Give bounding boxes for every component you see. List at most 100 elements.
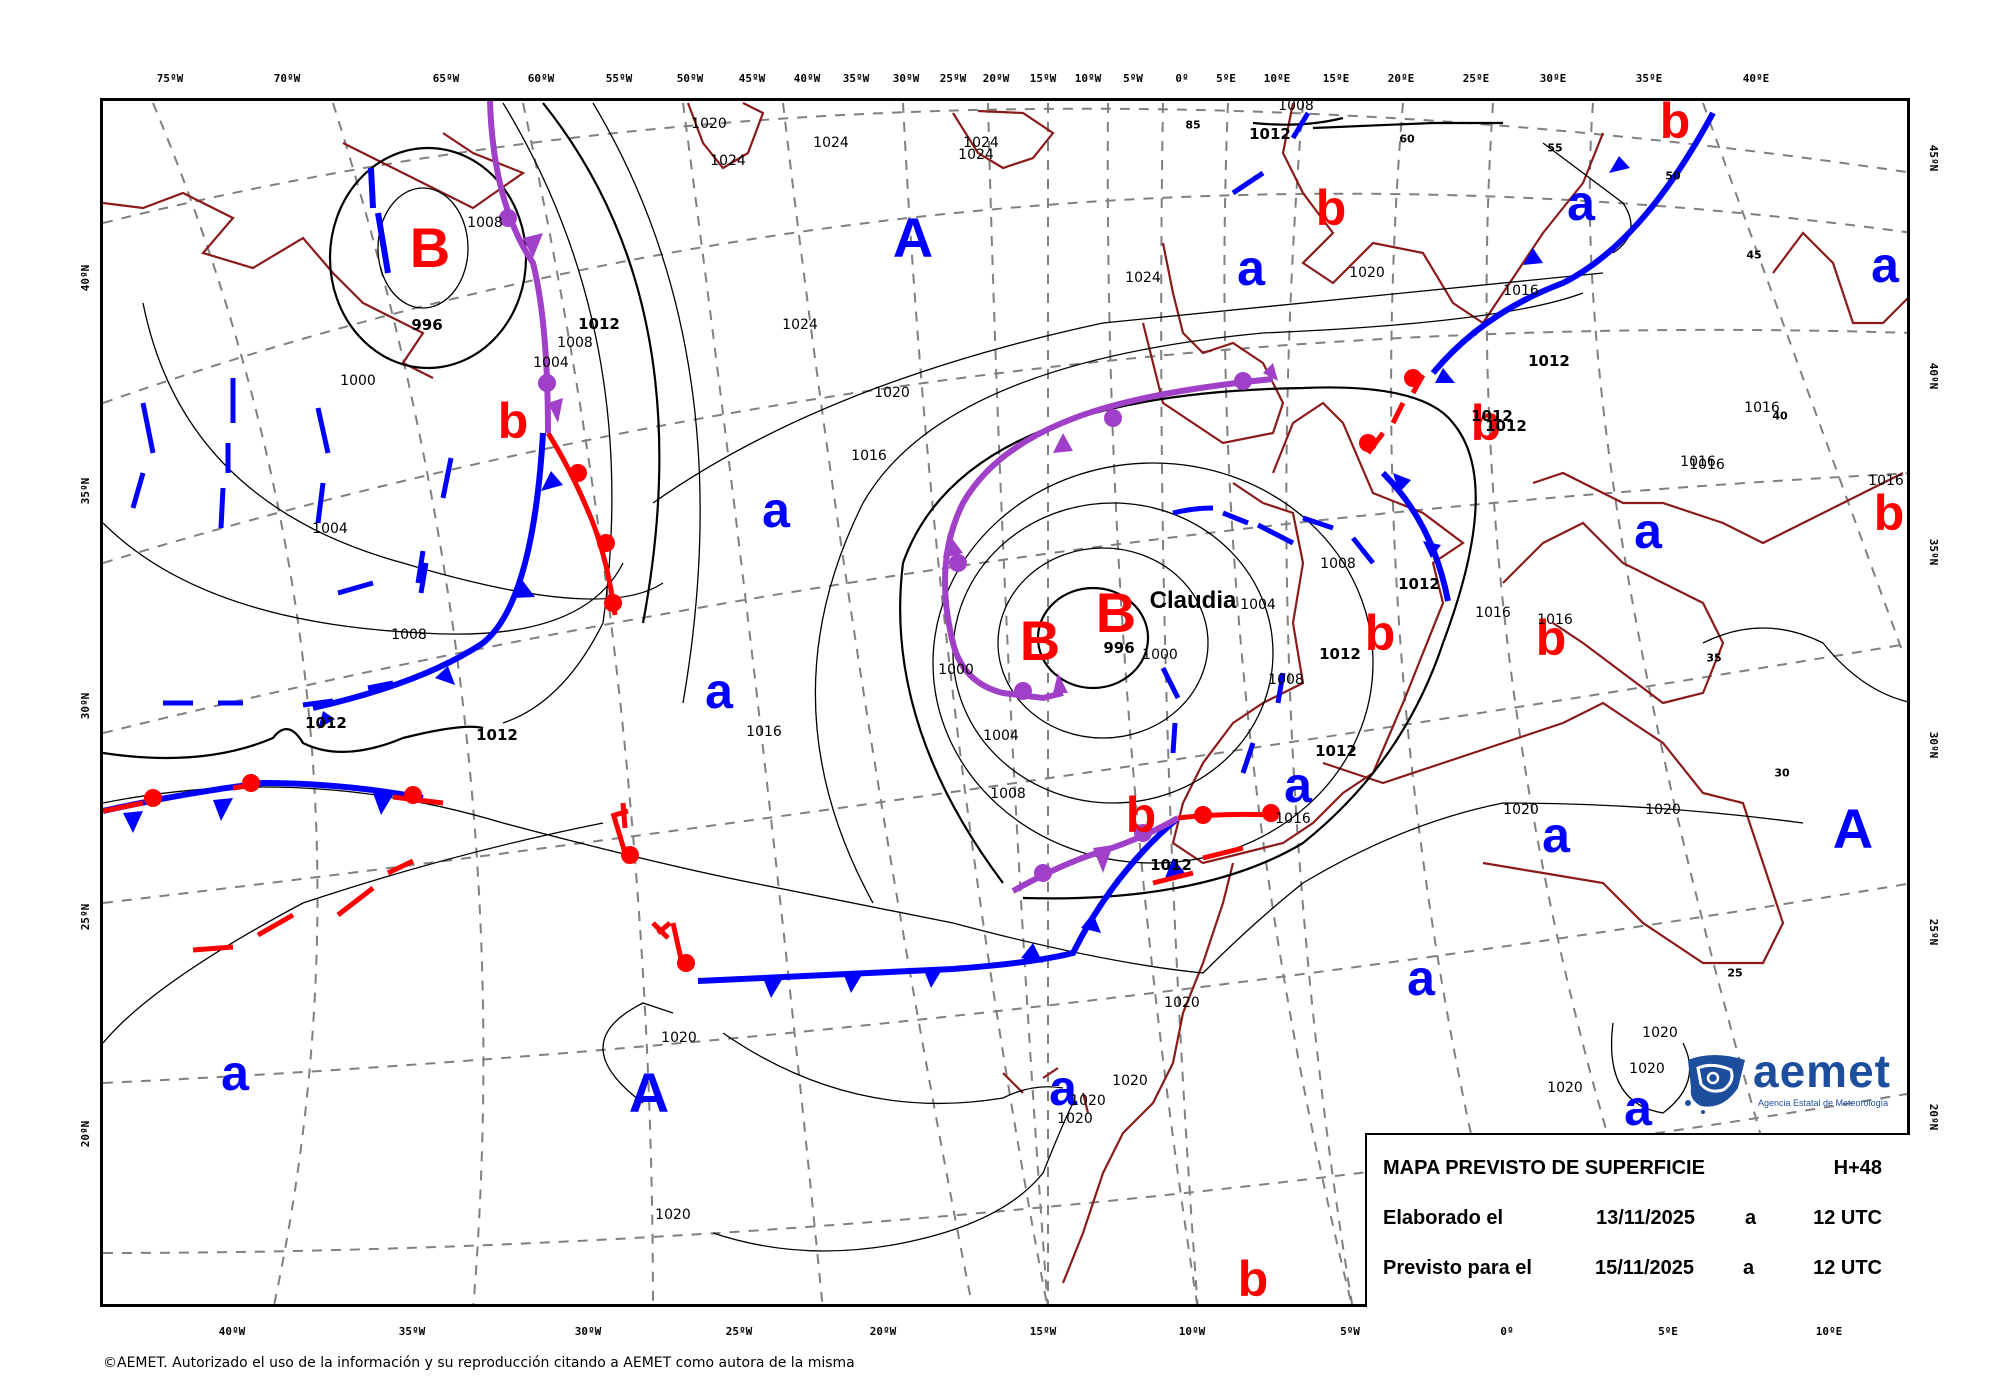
isobar-label: 1012 — [1485, 417, 1527, 435]
relative-low-pressure-marker: b — [1315, 180, 1347, 236]
relative-low-pressure-marker: b — [1873, 485, 1905, 541]
relative-high-pressure-marker: a — [221, 1045, 249, 1101]
geopotential-label: 45 — [1746, 248, 1762, 262]
isobar-label: 1024 — [958, 147, 994, 163]
isobar-label: 1008 — [990, 786, 1026, 802]
relative-low-pressure-marker: b — [1535, 610, 1567, 666]
isobar-label: 1020 — [1164, 995, 1200, 1011]
isobar-label: 1020 — [1112, 1073, 1148, 1089]
isobar-label: 1008 — [391, 627, 427, 643]
right-axis-label: 20ºN — [1926, 1103, 1940, 1131]
right-axis-label: 30ºN — [1926, 731, 1940, 759]
isobar-label: 1000 — [340, 373, 376, 389]
isobar-label: 1016 — [1275, 811, 1311, 827]
isobar-label: 1020 — [1547, 1080, 1583, 1096]
top-axis-label: 25ºW — [939, 72, 967, 85]
top-axis-label: 30ºE — [1539, 72, 1567, 85]
bottom-axis-label: 25ºW — [725, 1325, 753, 1338]
top-axis-label: 25ºE — [1462, 72, 1490, 85]
isobars — [103, 102, 1907, 1252]
right-axis-label: 40ºN — [1926, 362, 1940, 390]
isobar-label: 1024 — [1125, 270, 1161, 286]
isobar-label: 1008 — [557, 335, 593, 351]
coastlines — [103, 102, 1907, 1284]
bottom-axis-label: 30ºW — [574, 1325, 602, 1338]
left-axis-label: 35ºN — [78, 477, 92, 505]
top-axis-label: 45ºW — [738, 72, 766, 85]
top-axis-label: 5ºE — [1216, 72, 1236, 85]
isobar-label: 1012 — [578, 315, 620, 333]
isobar-label: 1016 — [746, 724, 782, 740]
geopotential-label: 40 — [1772, 409, 1788, 423]
isobar-label: 1016 — [1868, 473, 1904, 489]
geopotential-label: 50 — [1665, 169, 1681, 183]
low-pressure-marker: B — [409, 216, 451, 279]
trough-lines — [130, 111, 1375, 774]
copyright-notice: ©AEMET. Autorizado el uso de la informac… — [103, 1355, 855, 1371]
relative-low-pressure-marker: b — [1364, 605, 1396, 661]
isobar-label: 1020 — [1070, 1093, 1106, 1109]
high-pressure-marker: A — [892, 206, 934, 269]
left-axis-label: 40ºN — [78, 264, 92, 292]
relative-high-pressure-marker: a — [1407, 950, 1435, 1006]
warm-front-semicircles — [144, 369, 1422, 972]
elaborated-label: Elaborado el — [1383, 1207, 1504, 1229]
top-axis-label: 75ºW — [156, 72, 184, 85]
high-pressure-marker: A — [1832, 797, 1874, 860]
aemet-logo-text: aemet — [1753, 1045, 1891, 1097]
bottom-axis-label: 20ºW — [869, 1325, 897, 1338]
top-axis-label: 20ºW — [982, 72, 1010, 85]
top-axis-label: 55ºW — [605, 72, 633, 85]
geopotential-label: 85 — [1185, 118, 1201, 132]
isobar-label: 1012 — [1528, 352, 1570, 370]
isobar-label: 1012 — [1315, 742, 1357, 760]
isobar-label: 1004 — [312, 521, 348, 537]
bottom-axis-label: 5ºE — [1658, 1325, 1678, 1338]
top-axis-label: 70ºW — [273, 72, 301, 85]
bottom-axis-label: 35ºW — [398, 1325, 426, 1338]
occluded-front-symbols — [499, 209, 1278, 882]
top-axis-label: 10ºW — [1074, 72, 1102, 85]
isobar-label: 1012 — [1471, 407, 1513, 425]
relative-low-pressure-marker: b — [1125, 787, 1157, 843]
isobar-label: 1024 — [782, 317, 818, 333]
aemet-logo: aemet Agencia Estatal de Meteorología — [1683, 1045, 1907, 1120]
relative-high-pressure-marker: a — [1624, 1080, 1652, 1136]
relative-low-pressure-marker: b — [1470, 395, 1502, 451]
isobar-label: 1016 — [851, 448, 887, 464]
top-axis-label: 10ºE — [1263, 72, 1291, 85]
isobar-label: 1008 — [467, 215, 503, 231]
isobar-label: 1016 — [1503, 283, 1539, 299]
top-axis-label: 35ºW — [842, 72, 870, 85]
relative-high-pressure-marker: a — [1049, 1060, 1077, 1116]
isobar-label: 1020 — [1503, 802, 1539, 818]
isobar-label: 1020 — [1645, 802, 1681, 818]
isobar-label: 1020 — [1057, 1111, 1093, 1127]
top-axis-label: 40ºW — [793, 72, 821, 85]
relative-high-pressure-marker: a — [1567, 175, 1595, 231]
top-axis-label: 40ºE — [1742, 72, 1770, 85]
occluded-fronts — [487, 101, 1274, 894]
aemet-logo-icon — [1685, 1055, 1745, 1114]
relative-high-pressure-marker: a — [1634, 503, 1662, 559]
forecast-info-box: MAPA PREVISTO DE SUPERFICIE H+48 Elabora… — [1365, 1133, 1910, 1307]
relative-low-pressure-marker: b — [497, 393, 529, 449]
isobar-label: 1020 — [874, 385, 910, 401]
left-axis-label: 20ºN — [78, 1120, 92, 1148]
top-axis-label: 20ºE — [1387, 72, 1415, 85]
isobar-label: 1024 — [813, 135, 849, 151]
valid-date: 15/11/2025 — [1595, 1257, 1694, 1279]
isobar-label: 1004 — [533, 355, 569, 371]
dashed-warm-lines — [192, 802, 672, 953]
isobar-label: 1008 — [1268, 672, 1304, 688]
isobar-label: 1024 — [710, 153, 746, 169]
relative-low-pressure-marker: b — [1237, 1251, 1269, 1307]
elaborated-time: 12 UTC — [1813, 1207, 1882, 1229]
relative-high-pressure-marker: a — [762, 482, 790, 538]
bottom-axis-label: 0º — [1500, 1325, 1514, 1338]
isobar-label: 1004 — [983, 728, 1019, 744]
top-axis-label: 0º — [1175, 72, 1189, 85]
top-axis-label: 35ºE — [1635, 72, 1663, 85]
isobar-label: 1012 — [305, 714, 347, 732]
